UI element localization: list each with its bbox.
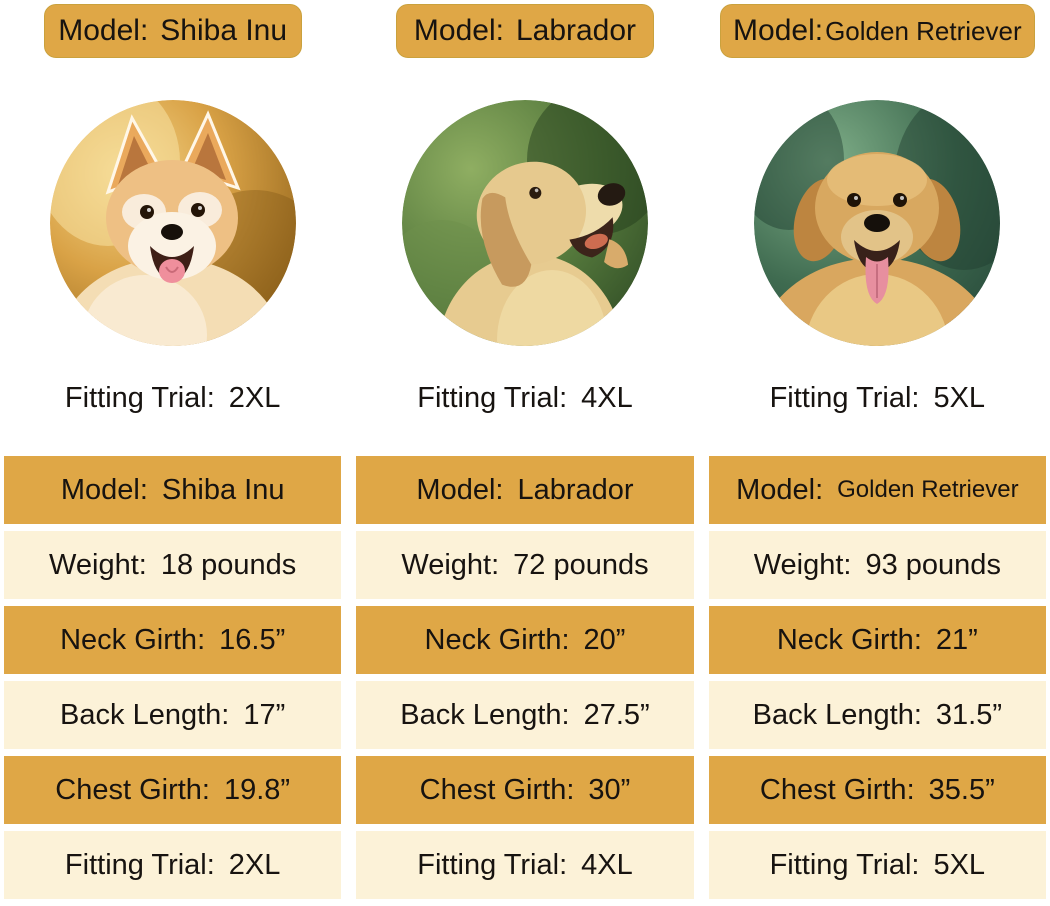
table-row: Back Length: 31.5” [708, 681, 1046, 749]
table-row: Fitting Trial: 2XL [4, 831, 342, 899]
row-value: 93 pounds [865, 548, 1001, 581]
row-label: Neck Girth: [424, 623, 570, 656]
size-guide-column-labrador: Model: Labrador [356, 0, 694, 906]
row-value: 27.5” [583, 698, 650, 731]
row-value: Golden Retriever [837, 476, 1019, 503]
row-label: Chest Girth: [759, 773, 915, 806]
table-row: Fitting Trial: 5XL [708, 831, 1046, 899]
row-value: 31.5” [935, 698, 1003, 731]
row-value: 19.8” [223, 773, 291, 806]
table-row: Weight: 72 pounds [356, 531, 694, 599]
row-label: Back Length: [60, 698, 230, 731]
golden-retriever-photo [754, 100, 1001, 346]
fitting-trial-text: Fitting Trial: 2XL [64, 382, 281, 414]
table-row: Model: Labrador [356, 456, 694, 524]
table-row: Fitting Trial: 4XL [356, 831, 694, 899]
row-value: 5XL [933, 848, 986, 881]
model-badge-value: Labrador [515, 14, 637, 47]
model-badge: Model: Shiba Inu [43, 4, 302, 58]
row-value: 20” [583, 623, 626, 656]
row-value: 18 pounds [160, 548, 297, 581]
fitting-trial-value: 2XL [228, 382, 281, 414]
model-badge-label: Model: [413, 14, 504, 47]
model-badge: Model: Golden Retriever [720, 4, 1035, 58]
size-table: Model: Labrador Weight: 72 pounds Neck Gir… [356, 456, 694, 899]
row-value: 4XL [581, 848, 633, 881]
fitting-trial-label: Fitting Trial: [769, 382, 920, 414]
row-value: Labrador [517, 473, 634, 506]
row-label: Neck Girth: [60, 623, 206, 656]
row-label: Fitting Trial: [64, 848, 215, 881]
row-value: Shiba Inu [161, 473, 285, 506]
row-label: Fitting Trial: [417, 848, 568, 881]
fitting-trial-value: 5XL [933, 382, 986, 414]
fitting-trial-value: 4XL [581, 382, 633, 414]
table-row: Neck Girth: 21” [708, 606, 1046, 674]
row-label: Model: [736, 473, 824, 506]
table-row: Back Length: 17” [4, 681, 342, 749]
table-row: Model: Golden Retriever [708, 456, 1046, 524]
row-label: Model: [416, 473, 504, 506]
row-label: Weight: [49, 548, 147, 581]
fitting-trial-label: Fitting Trial: [417, 382, 568, 414]
row-value: 35.5” [928, 773, 995, 806]
row-value: 30” [588, 773, 631, 806]
model-badge-value: Shiba Inu [160, 14, 288, 47]
fitting-trial-text: Fitting Trial: 4XL [417, 382, 633, 414]
table-row: Chest Girth: 19.8” [4, 756, 342, 824]
row-value: 16.5” [219, 623, 286, 656]
row-label: Model: [60, 473, 148, 506]
row-label: Chest Girth: [419, 773, 575, 806]
row-value: 17” [243, 698, 286, 731]
table-row: Back Length: 27.5” [356, 681, 694, 749]
row-label: Back Length: [400, 698, 570, 731]
row-label: Weight: [401, 548, 500, 581]
table-row: Chest Girth: 30” [356, 756, 694, 824]
table-row: Chest Girth: 35.5” [708, 756, 1046, 824]
size-guide-column-shiba-inu: Model: Shiba Inu [4, 0, 342, 906]
fitting-trial-text: Fitting Trial: 5XL [769, 382, 986, 414]
fitting-trial-label: Fitting Trial: [64, 382, 215, 414]
table-row: Neck Girth: 16.5” [4, 606, 342, 674]
size-table: Model: Shiba Inu Weight: 18 pounds Neck Gi… [4, 456, 342, 899]
labrador-photo [401, 100, 648, 346]
table-row: Weight: 93 pounds [708, 531, 1046, 599]
row-value: 72 pounds [513, 548, 649, 581]
row-value: 2XL [228, 848, 281, 881]
size-table: Model: Golden Retriever Weight: 93 pounds … [708, 456, 1046, 899]
row-label: Weight: [753, 548, 852, 581]
row-label: Fitting Trial: [769, 848, 920, 881]
table-row: Neck Girth: 20” [356, 606, 694, 674]
model-badge-label: Model: [58, 14, 149, 47]
table-row: Weight: 18 pounds [4, 531, 342, 599]
model-badge-label: Model: [733, 14, 824, 47]
row-label: Neck Girth: [776, 623, 922, 656]
table-row: Model: Shiba Inu [4, 456, 342, 524]
model-badge-value: Golden Retriever [825, 15, 1022, 46]
row-label: Back Length: [752, 698, 922, 731]
row-value: 21” [935, 623, 978, 656]
model-badge: Model: Labrador [395, 4, 654, 58]
shiba-inu-photo [49, 100, 296, 346]
size-guide-column-golden-retriever: Model: Golden Retriever [708, 0, 1046, 906]
row-label: Chest Girth: [55, 773, 210, 806]
